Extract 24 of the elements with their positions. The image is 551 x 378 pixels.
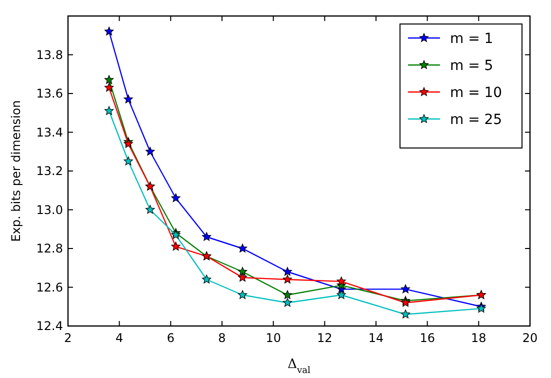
y-tick-label: 13.2 bbox=[36, 164, 63, 178]
x-tick-label: 10 bbox=[266, 331, 281, 345]
x-tick-label: 20 bbox=[522, 331, 538, 345]
legend-label: m = 10 bbox=[450, 85, 502, 101]
y-tick-label: 13.8 bbox=[36, 48, 63, 62]
legend-label: m = 5 bbox=[450, 58, 494, 74]
x-tick-label: 8 bbox=[218, 331, 226, 345]
y-axis-title: Exp. bits per dimension bbox=[9, 100, 23, 242]
x-tick-label: 6 bbox=[166, 331, 174, 345]
legend-label: m = 1 bbox=[450, 31, 494, 47]
x-tick-label: 4 bbox=[116, 331, 124, 345]
y-tick-label: 13.0 bbox=[36, 202, 63, 217]
y-tick-label: 13.6 bbox=[36, 86, 63, 100]
y-tick-label: 13.4 bbox=[36, 125, 63, 140]
x-tick-label: 16 bbox=[420, 331, 435, 345]
y-tick-label: 12.6 bbox=[36, 280, 63, 294]
x-tick-label: 14 bbox=[368, 331, 384, 345]
legend-label: m = 25 bbox=[450, 112, 502, 128]
y-tick-label: 12.4 bbox=[36, 319, 63, 333]
x-tick-label: 12 bbox=[317, 331, 332, 345]
x-tick-label: 18 bbox=[471, 331, 486, 345]
y-tick-label: 12.8 bbox=[36, 242, 63, 256]
x-tick-label: 2 bbox=[64, 331, 72, 345]
x-axis-title: Δ$_{val}$ bbox=[288, 357, 311, 376]
